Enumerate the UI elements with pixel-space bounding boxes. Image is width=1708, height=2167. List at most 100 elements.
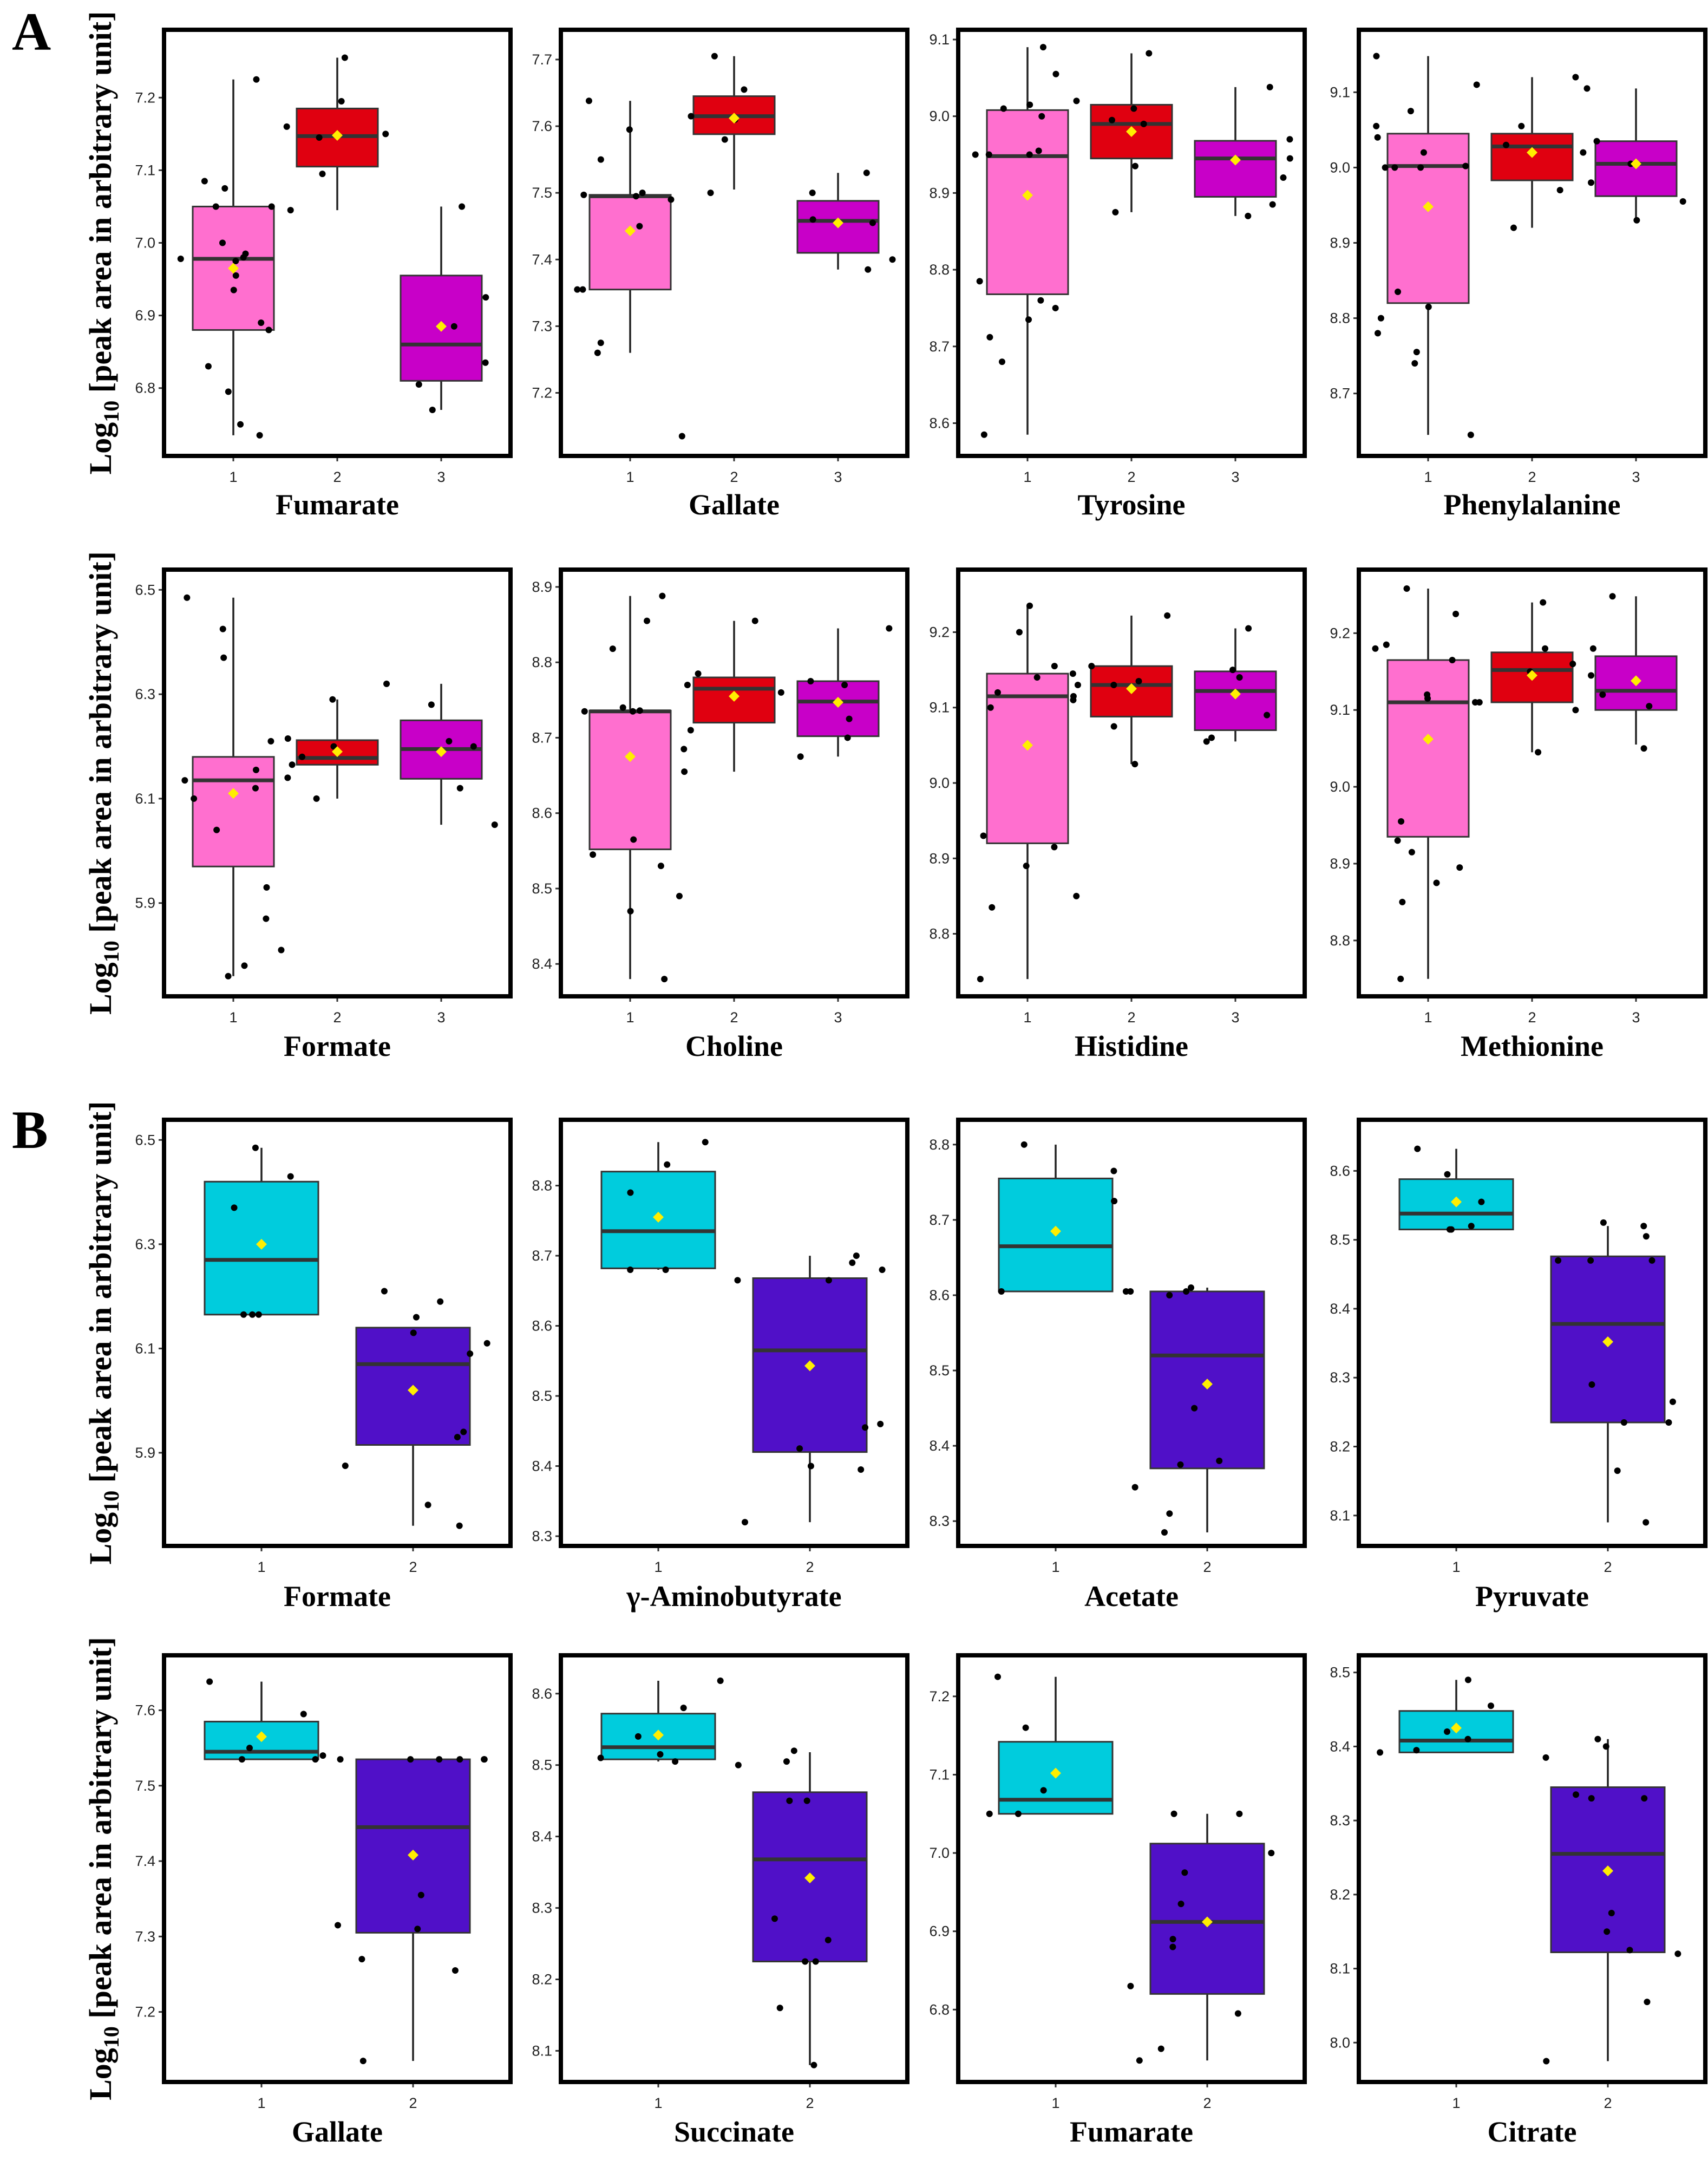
data-point bbox=[1022, 1724, 1029, 1731]
data-point bbox=[265, 327, 272, 334]
mean-marker bbox=[1202, 1379, 1213, 1390]
data-point bbox=[1088, 663, 1095, 670]
mean-marker bbox=[1527, 147, 1537, 158]
data-point bbox=[1642, 1233, 1650, 1240]
chart-b-gallate: 7.2 7.3 7.4 7.5 7.6 1 2 Gallate bbox=[135, 1653, 513, 2148]
data-point bbox=[230, 286, 237, 293]
y-axis-label-prefix: Log bbox=[83, 1512, 118, 1565]
chart-title: Gallate bbox=[292, 2116, 383, 2148]
data-point bbox=[287, 207, 294, 214]
data-point bbox=[1130, 105, 1137, 112]
box-group-3 bbox=[400, 203, 489, 413]
data-point bbox=[407, 1756, 414, 1763]
box-group-1 bbox=[574, 97, 685, 440]
data-point bbox=[284, 774, 291, 781]
data-point bbox=[594, 349, 601, 356]
data-point bbox=[980, 431, 987, 438]
data-point bbox=[796, 1445, 803, 1452]
y-tick-label: 9.0 bbox=[1330, 779, 1350, 795]
y-tick-label: 8.5 bbox=[532, 880, 552, 897]
data-point bbox=[1394, 837, 1401, 844]
chart-title: Gallate bbox=[689, 488, 780, 521]
chart-title: Formate bbox=[284, 1580, 391, 1613]
data-point bbox=[810, 2061, 817, 2068]
data-point bbox=[1599, 691, 1606, 698]
data-point bbox=[574, 286, 581, 293]
y-axis-label-prefix: Log bbox=[83, 962, 118, 1015]
y-axis-label-prefix: Log bbox=[83, 2048, 118, 2100]
y-tick-label: 7.5 bbox=[532, 185, 552, 201]
x-tick-label: 2 bbox=[1127, 1009, 1135, 1026]
data-point bbox=[707, 190, 714, 197]
data-point bbox=[246, 1745, 253, 1752]
data-point bbox=[1033, 674, 1040, 681]
data-point bbox=[263, 884, 270, 891]
mean-marker bbox=[1423, 201, 1434, 212]
data-point bbox=[1286, 136, 1293, 143]
data-point bbox=[213, 826, 220, 833]
x-tick-label: 3 bbox=[1231, 469, 1239, 485]
data-point bbox=[1374, 134, 1381, 141]
y-tick-label: 5.9 bbox=[135, 895, 155, 911]
data-point bbox=[998, 1288, 1005, 1295]
data-point bbox=[429, 406, 436, 413]
data-point bbox=[428, 701, 435, 708]
data-point bbox=[456, 1756, 463, 1763]
box-group-3 bbox=[1194, 83, 1293, 219]
box-group-2 bbox=[1131, 1284, 1265, 1536]
y-axis-label-subscript: 10 bbox=[99, 941, 123, 962]
data-point bbox=[590, 851, 597, 858]
data-point bbox=[627, 1189, 634, 1196]
mean-marker bbox=[1602, 1865, 1613, 1877]
data-point bbox=[1462, 162, 1469, 169]
data-point bbox=[240, 1311, 247, 1318]
y-axis-label-suffix: [peak area in arbitrary unit] bbox=[83, 11, 118, 401]
x-tick-label: 2 bbox=[1604, 2095, 1612, 2111]
chart-title: Succinate bbox=[674, 2116, 794, 2148]
y-tick-label: 7.2 bbox=[532, 385, 552, 401]
y-tick-label: 8.9 bbox=[1330, 235, 1350, 251]
chart-b-formate: 5.9 6.1 6.3 6.5 1 2 Formate bbox=[135, 1118, 513, 1613]
y-tick-label: 8.6 bbox=[929, 415, 950, 431]
data-point bbox=[1580, 149, 1587, 156]
data-point bbox=[1070, 693, 1077, 700]
panel-label-a: A bbox=[12, 2, 51, 62]
chart-a-phenylalanine: 8.7 8.8 8.9 9.0 9.1 1 2 3 Phenylalanine bbox=[1330, 28, 1707, 521]
data-point bbox=[1644, 1999, 1651, 2006]
data-point bbox=[212, 203, 219, 210]
chart-a-formate: 5.9 6.1 6.3 6.5 1 2 3 Formate bbox=[135, 567, 513, 1062]
data-point bbox=[609, 645, 616, 652]
data-point bbox=[585, 97, 592, 105]
data-point bbox=[341, 54, 348, 61]
data-point bbox=[862, 1424, 869, 1431]
data-point bbox=[238, 1756, 245, 1763]
box-group-2 bbox=[1490, 74, 1587, 231]
chart-title: Acetate bbox=[1084, 1580, 1179, 1613]
data-point bbox=[437, 1298, 444, 1305]
data-point bbox=[1377, 315, 1384, 322]
data-point bbox=[1425, 303, 1432, 310]
data-point bbox=[1395, 288, 1402, 295]
data-point bbox=[1161, 1529, 1168, 1536]
chart-title: Phenylalanine bbox=[1443, 488, 1620, 521]
mean-marker bbox=[332, 746, 343, 758]
mean-marker bbox=[804, 1872, 815, 1884]
data-point bbox=[415, 381, 422, 388]
y-tick-label: 8.9 bbox=[929, 185, 950, 201]
data-point bbox=[632, 193, 639, 200]
plot-frame bbox=[956, 1653, 1307, 2084]
data-point bbox=[1399, 898, 1406, 905]
iqr-box bbox=[986, 109, 1069, 295]
data-point bbox=[255, 1311, 262, 1318]
data-point bbox=[1164, 612, 1171, 619]
data-point bbox=[1589, 645, 1596, 652]
data-point bbox=[287, 1173, 294, 1180]
iqr-box bbox=[355, 1758, 471, 1934]
x-tick-label: 3 bbox=[1632, 469, 1640, 485]
data-point bbox=[1183, 1288, 1190, 1295]
iqr-box bbox=[986, 673, 1069, 844]
data-point bbox=[1026, 151, 1033, 158]
data-point bbox=[1026, 602, 1033, 609]
x-tick-label: 3 bbox=[1231, 1009, 1239, 1026]
chart-title: γ-Aminobutyrate bbox=[626, 1580, 841, 1613]
